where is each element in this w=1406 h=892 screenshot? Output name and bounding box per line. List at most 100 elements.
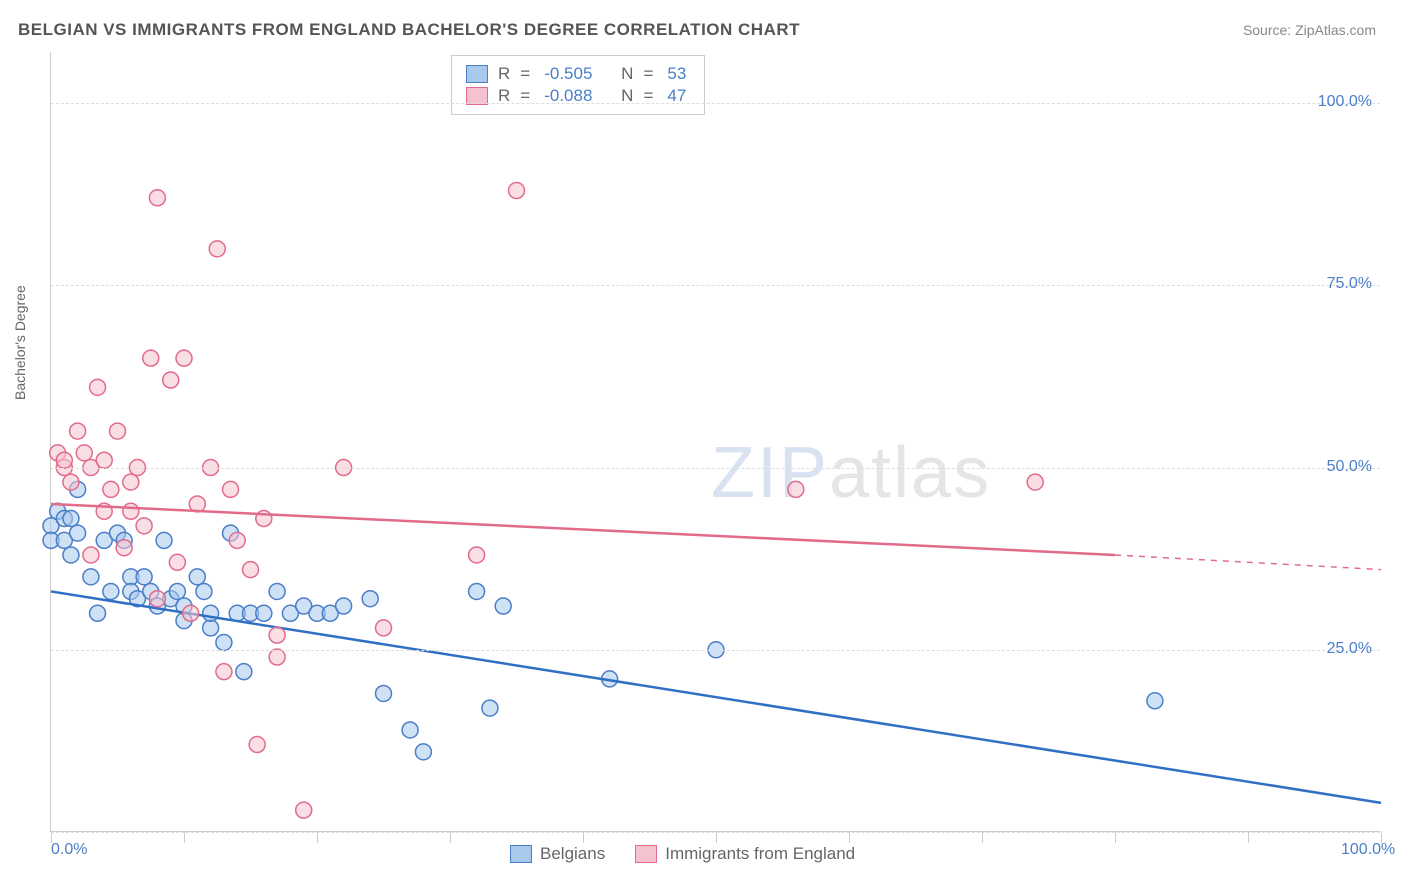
x-tick-mark [450,831,451,843]
data-point [103,481,119,497]
data-point [196,583,212,599]
x-tick-mark [849,831,850,843]
data-point [229,532,245,548]
data-point [243,562,259,578]
data-point [269,649,285,665]
data-point [83,547,99,563]
data-point [216,664,232,680]
grid-line [51,103,1380,104]
data-point [269,627,285,643]
data-point [116,540,132,556]
regression-line [51,504,1115,555]
x-tick-mark [716,831,717,843]
swatch-belgians [510,845,532,863]
data-point [1027,474,1043,490]
grid-line [51,650,1380,651]
data-point [788,481,804,497]
y-tick-label: 100.0% [1318,93,1372,111]
correlation-stats-legend: R = -0.505 N = 53 R = -0.088 N = 47 [451,55,705,115]
data-point [249,737,265,753]
data-point [83,569,99,585]
data-point [63,474,79,490]
data-point [149,591,165,607]
series-legend: Belgians Immigrants from England [510,844,855,864]
legend-item-immigrants: Immigrants from England [635,844,855,864]
x-tick-mark [1115,831,1116,843]
scatter-svg [51,52,1381,832]
regression-line [51,591,1381,802]
y-tick-label: 50.0% [1327,458,1372,476]
data-point [296,802,312,818]
data-point [362,591,378,607]
data-point [70,525,86,541]
data-point [70,423,86,439]
data-point [136,518,152,534]
data-point [216,634,232,650]
x-tick-label: 0.0% [51,841,87,859]
equals-sign: = [643,64,653,84]
data-point [509,183,525,199]
source-attribution: Source: ZipAtlas.com [1243,22,1376,38]
equals-sign: = [520,64,530,84]
stat-n-label: N [621,64,633,84]
data-point [469,547,485,563]
x-tick-mark [317,831,318,843]
swatch-immigrants [635,845,657,863]
data-point [402,722,418,738]
chart-title: BELGIAN VS IMMIGRANTS FROM ENGLAND BACHE… [18,20,800,40]
data-point [223,481,239,497]
legend-label: Belgians [540,844,605,864]
plot-area: ZIPatlas R = -0.505 N = 53 R = -0.088 N [50,52,1380,832]
data-point [63,547,79,563]
y-axis-label: Bachelor's Degree [12,285,28,400]
swatch-belgians [466,65,488,83]
data-point [90,605,106,621]
y-tick-label: 25.0% [1327,640,1372,658]
regression-line-dashed [1115,555,1381,570]
data-point [415,744,431,760]
data-point [136,569,152,585]
data-point [156,532,172,548]
data-point [336,598,352,614]
grid-line [51,285,1380,286]
data-point [123,503,139,519]
data-point [143,350,159,366]
data-point [169,554,185,570]
data-point [149,190,165,206]
stat-r-value-belgians: -0.505 [544,64,592,84]
data-point [376,620,392,636]
data-point [56,452,72,468]
data-point [123,474,139,490]
data-point [183,605,199,621]
legend-item-belgians: Belgians [510,844,605,864]
data-point [1147,693,1163,709]
data-point [256,605,272,621]
x-tick-label: 100.0% [1341,841,1395,859]
data-point [482,700,498,716]
data-point [103,583,119,599]
x-tick-mark [184,831,185,843]
grid-line [51,468,1380,469]
data-point [63,511,79,527]
data-point [236,664,252,680]
y-tick-label: 75.0% [1327,275,1372,293]
data-point [96,452,112,468]
chart-container: ZIPatlas R = -0.505 N = 53 R = -0.088 N [50,52,1380,832]
x-tick-mark [1248,831,1249,843]
data-point [189,569,205,585]
data-point [209,241,225,257]
data-point [76,445,92,461]
data-point [376,685,392,701]
x-tick-mark [583,831,584,843]
data-point [163,372,179,388]
data-point [269,583,285,599]
data-point [203,620,219,636]
data-point [169,583,185,599]
x-tick-mark [982,831,983,843]
data-point [495,598,511,614]
legend-label: Immigrants from England [665,844,855,864]
data-point [110,423,126,439]
data-point [469,583,485,599]
stat-row-belgians: R = -0.505 N = 53 [466,64,690,84]
stat-r-label: R [498,64,510,84]
